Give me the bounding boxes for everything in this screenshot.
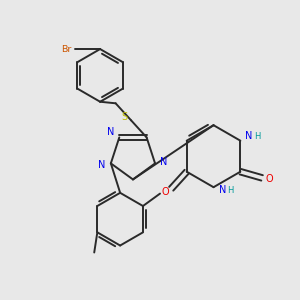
Text: N: N: [245, 131, 253, 141]
Text: S: S: [121, 112, 127, 122]
Text: O: O: [161, 187, 169, 197]
Text: N: N: [160, 157, 167, 167]
Text: N: N: [218, 185, 226, 195]
Text: N: N: [107, 127, 114, 137]
Text: H: H: [227, 186, 234, 195]
Text: N: N: [98, 160, 106, 170]
Text: H: H: [254, 132, 261, 141]
Text: Br: Br: [61, 45, 71, 54]
Text: O: O: [265, 174, 273, 184]
